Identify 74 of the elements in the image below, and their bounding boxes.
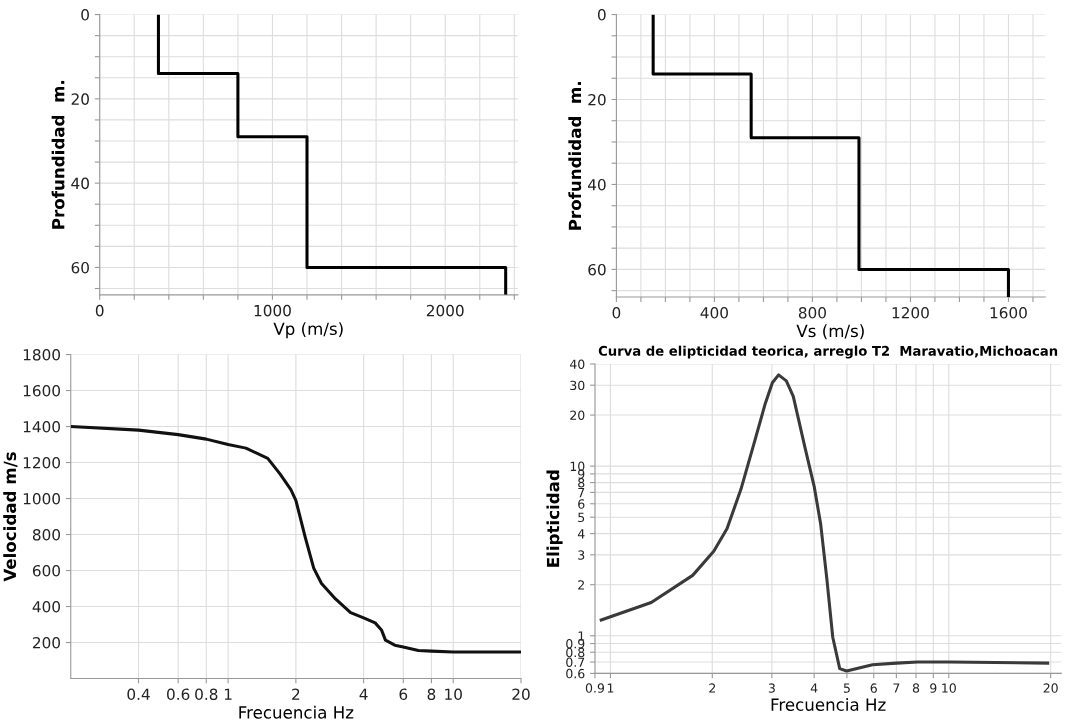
y-axis-title: Profundidad m.	[51, 80, 65, 229]
x-tick-label: 2000	[426, 304, 464, 317]
y-axis-title: Profundidad m.	[568, 82, 582, 230]
y-tick-label: 1	[578, 631, 585, 641]
y-tick-label: 40	[569, 359, 585, 369]
x-tick-label: 4	[810, 683, 818, 693]
x-axis-title: Frecuencia Hz	[771, 698, 886, 711]
y-tick-label: 9	[578, 469, 585, 479]
x-tick-label: 1	[224, 688, 232, 700]
y-tick-label: 40	[71, 177, 89, 190]
x-axis-title: Frecuencia Hz	[239, 705, 354, 719]
y-tick-label: 60	[588, 263, 606, 276]
x-tick-label: 4	[359, 688, 368, 700]
x-tick-label: 800	[798, 307, 826, 319]
y-tick-label: 1400	[23, 420, 61, 433]
x-tick-label: 2	[292, 688, 300, 700]
y-tick-label: 0	[81, 9, 89, 21]
y-axis-title: Elipticidad	[546, 470, 563, 567]
x-tick-label: 2	[709, 683, 716, 693]
y-tick-label: 0.7	[566, 657, 585, 667]
y-tick-label: 6	[578, 499, 585, 509]
y-tick-label: 7	[578, 488, 585, 498]
y-axis-title: Velocidad m/s	[3, 452, 18, 582]
x-tick-label: 0	[612, 307, 621, 319]
y-tick-label: 30	[570, 380, 585, 391]
x-tick-label: 1	[607, 683, 614, 693]
x-tick-label: 20	[512, 688, 530, 701]
x-tick-label: 6	[870, 683, 877, 693]
x-tick-label: 1000	[254, 304, 291, 317]
y-tick-label: 40	[587, 178, 606, 191]
x-tick-label: 0.8	[195, 688, 218, 701]
line-series	[156, 14, 508, 295]
x-tick-label: 10	[445, 688, 462, 701]
y-tick-label: 20	[570, 410, 585, 420]
x-tick-label: 7	[893, 683, 900, 693]
y-tick-label: 200	[32, 636, 61, 649]
x-tick-label: 10	[942, 683, 956, 693]
chart-title: Curva de elipticidad teorica, arreglo T2 Maravatio,Michoacan	[598, 345, 1058, 359]
y-tick-label: 20	[71, 93, 89, 105]
x-tick-label: 1600	[990, 307, 1027, 319]
x-tick-label: 9	[930, 683, 937, 693]
x-tick-label: 1200	[892, 307, 929, 319]
y-tick-label: 800	[32, 528, 61, 541]
y-tick-label: 400	[32, 600, 61, 613]
x-tick-label: 0.4	[127, 688, 150, 701]
y-tick-label: 2	[578, 580, 584, 590]
y-tick-label: 4	[577, 529, 585, 539]
x-tick-label: 400	[700, 307, 728, 319]
x-tick-label: 0	[95, 304, 104, 317]
y-tick-label: 0.9	[566, 639, 585, 649]
x-axis-title: Vp (m/s)	[273, 322, 343, 339]
y-tick-label: 1200	[23, 456, 61, 469]
y-tick-label: 8	[578, 478, 585, 488]
y-tick-label: 0.8	[566, 647, 585, 658]
x-tick-label: 8	[427, 688, 436, 701]
x-tick-label: 20	[1043, 683, 1058, 693]
y-tick-label: 5	[578, 512, 585, 523]
y-tick-label: 1800	[23, 349, 61, 361]
y-tick-label: 0.6	[566, 668, 585, 679]
x-axis-title: Vs (m/s)	[796, 324, 864, 340]
line-series	[651, 14, 1010, 298]
y-tick-label: 3	[578, 550, 585, 560]
y-tick-label: 10	[570, 461, 585, 472]
y-tick-label: 1600	[23, 385, 61, 397]
x-tick-label: 8	[912, 683, 920, 693]
x-tick-label: 6	[399, 688, 408, 701]
x-tick-label: 5	[843, 683, 850, 693]
x-tick-label: 3	[768, 683, 775, 693]
x-tick-label: 0.6	[167, 688, 190, 701]
y-tick-label: 1000	[23, 492, 61, 505]
y-tick-label: 20	[588, 93, 606, 106]
y-tick-label: 60	[71, 261, 89, 274]
y-tick-label: 600	[32, 564, 61, 577]
y-tick-label: 0	[597, 9, 606, 21]
